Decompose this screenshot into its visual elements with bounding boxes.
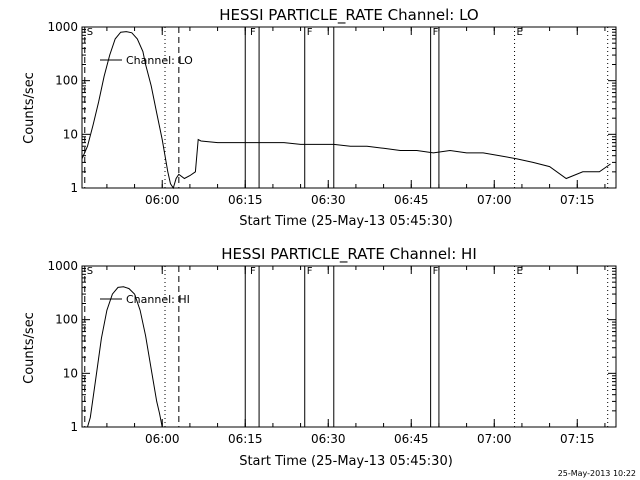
x-tick-label: 07:00 (477, 193, 512, 207)
marker-label: F (433, 266, 439, 277)
x-axis-label: Start Time (25-May-13 05:45:30) (239, 454, 453, 469)
y-tick-label: 100 (55, 74, 78, 88)
chart-panel-hi: HESSI PARTICLE_RATE Channel: HI Counts/s… (22, 245, 617, 469)
marker-label: E (517, 266, 523, 277)
series-line (87, 286, 163, 428)
y-axis-label: Counts/sec (22, 72, 37, 144)
legend-label: Channel: LO (126, 54, 193, 67)
x-axis-label: Start Time (25-May-13 05:45:30) (239, 214, 453, 229)
plot-frame (81, 265, 617, 428)
marker-label: E (517, 27, 523, 38)
y-axis-label: Counts/sec (22, 312, 37, 384)
marker-label: F (433, 27, 439, 38)
x-tick-label: 06:15 (228, 193, 263, 207)
y-tick-label: 1 (70, 420, 78, 434)
marker-label: F (307, 266, 313, 277)
marker-label: S (87, 27, 93, 38)
footer-timestamp: 25-May-2013 10:22 (558, 469, 636, 478)
x-tick-label: 06:00 (145, 193, 180, 207)
x-tick-label: 06:30 (311, 432, 346, 446)
y-tick-label: 100 (55, 313, 78, 327)
x-tick-label: 07:15 (560, 432, 595, 446)
legend-label: Channel: HI (126, 293, 190, 306)
series-line (81, 31, 611, 190)
y-tick-label: 10 (63, 366, 78, 380)
marker-label: S (87, 266, 93, 277)
x-tick-label: 06:00 (145, 432, 180, 446)
plot-area: S F F F E 1 10 100 1000 06:00 06:15 06:30 06:45 07:00… (47, 259, 617, 446)
chart-title: HESSI PARTICLE_RATE Channel: HI (221, 245, 477, 264)
x-tick-label: 07:15 (560, 193, 595, 207)
x-tick-label: 06:45 (394, 193, 429, 207)
x-tick-label: 06:45 (394, 432, 429, 446)
y-tick-label: 1 (70, 181, 78, 195)
chart-panel-lo: HESSI PARTICLE_RATE Channel: LO Counts/s… (22, 6, 617, 229)
x-tick-label: 06:30 (311, 193, 346, 207)
marker-label: F (250, 266, 256, 277)
marker-label: F (307, 27, 313, 38)
x-tick-label: 07:00 (477, 432, 512, 446)
y-tick-label: 1000 (47, 20, 78, 34)
y-tick-label: 1000 (47, 259, 78, 273)
plot-frame (81, 26, 617, 189)
y-tick-label: 10 (63, 127, 78, 141)
x-tick-label: 06:15 (228, 432, 263, 446)
chart-title: HESSI PARTICLE_RATE Channel: LO (219, 6, 478, 25)
marker-label: F (250, 27, 256, 38)
plot-area: S F F F E 1 10 100 1000 06:00 06:15 06:30 06:45 07:00… (47, 20, 617, 207)
